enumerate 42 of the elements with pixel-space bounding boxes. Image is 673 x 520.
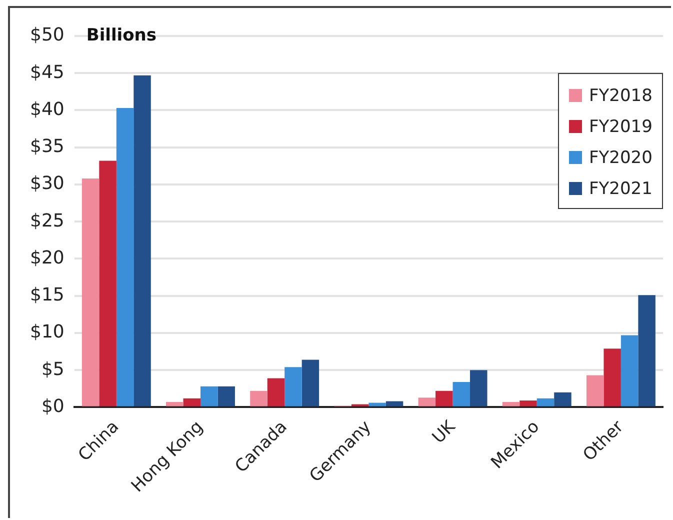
y-tick-label: $40	[30, 98, 64, 120]
y-tick-label: $10	[30, 322, 64, 343]
bar	[470, 370, 488, 406]
legend-label: FY2020	[589, 148, 652, 168]
bar	[502, 402, 520, 406]
bar	[386, 401, 404, 406]
y-tick-label: $0	[41, 396, 64, 417]
bar	[250, 390, 268, 406]
bar	[134, 75, 151, 406]
x-tick-label: UK	[428, 416, 460, 448]
bar	[554, 392, 572, 406]
bar	[116, 108, 134, 406]
bar	[536, 398, 554, 406]
bar	[284, 367, 302, 406]
annotation: Billions	[86, 25, 157, 46]
bar	[452, 382, 470, 406]
bar	[586, 375, 604, 406]
y-tick-label: $20	[30, 247, 64, 268]
bar	[200, 386, 218, 406]
y-tick-label: $50	[30, 24, 64, 46]
bar	[638, 295, 656, 406]
y-tick-label: $25	[30, 210, 64, 232]
bar	[436, 390, 453, 406]
bar	[604, 348, 621, 406]
bar	[99, 160, 116, 406]
y-tick-label: $5	[41, 358, 64, 380]
y-tick-label: $15	[30, 284, 64, 306]
y-tick-label: $35	[30, 136, 64, 158]
bar	[166, 402, 184, 406]
bar	[620, 335, 638, 406]
bar	[520, 400, 537, 406]
bar	[267, 378, 285, 406]
bar	[183, 398, 200, 406]
bar	[218, 386, 235, 406]
y-tick-label: $45	[30, 62, 64, 83]
legend-label: FY2019	[589, 116, 652, 137]
legend-label: FY2021	[589, 178, 652, 199]
bar	[82, 178, 100, 406]
bar	[418, 398, 436, 406]
legend-label: FY2018	[589, 86, 652, 106]
bar	[302, 360, 320, 406]
y-tick-label: $30	[30, 173, 64, 194]
